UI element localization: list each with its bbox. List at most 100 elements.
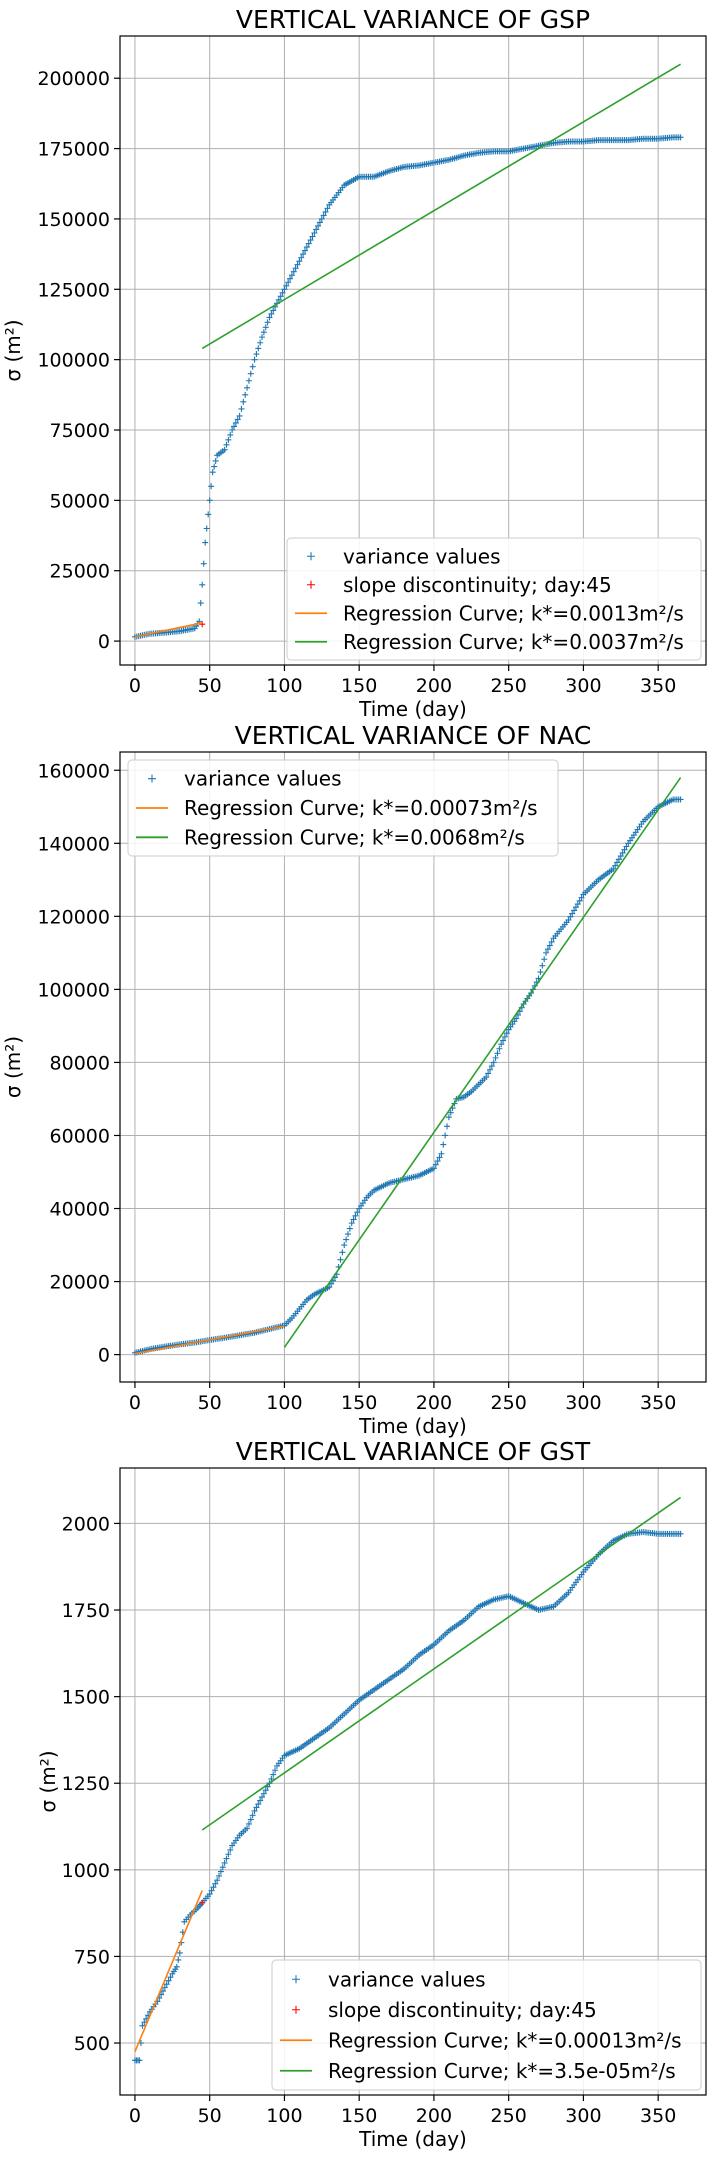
plot-frame bbox=[119, 35, 707, 666]
x-tick-label: 350 bbox=[640, 2105, 676, 2127]
data-point bbox=[567, 913, 574, 920]
data-point bbox=[494, 1050, 501, 1057]
legend: variance values Regression Curve; k*=0.00… bbox=[127, 759, 559, 857]
data-point bbox=[227, 1846, 234, 1853]
x-tick-label: 100 bbox=[266, 1392, 302, 1414]
x-tick-label: 0 bbox=[129, 2105, 141, 2127]
series-scatter-1 bbox=[131, 1529, 684, 2064]
data-point bbox=[268, 310, 275, 317]
data-point bbox=[272, 1767, 279, 1774]
x-tick-label: 250 bbox=[491, 1392, 527, 1414]
y-tick-label: 1500 bbox=[62, 1687, 110, 1709]
data-point bbox=[318, 215, 325, 222]
x-tick-label: 0 bbox=[129, 1392, 141, 1414]
data-point bbox=[199, 581, 206, 588]
x-tick-label: 350 bbox=[640, 675, 676, 697]
data-point bbox=[199, 1899, 206, 1906]
data-point bbox=[677, 796, 684, 803]
data-point bbox=[234, 416, 241, 423]
data-point bbox=[165, 1977, 172, 1984]
data-point bbox=[513, 1015, 520, 1022]
x-tick-label: 300 bbox=[565, 1392, 601, 1414]
data-point bbox=[221, 1859, 228, 1866]
series-scatter-1 bbox=[131, 134, 684, 640]
x-tick-label: 200 bbox=[416, 1392, 452, 1414]
data-point bbox=[219, 1864, 226, 1871]
chart-panel-3: 0 50 100 150 200 250 300 350 500 750 1000 1250 1500 1… bbox=[36, 1437, 707, 2151]
chart-title: VERTICAL VARIANCE OF GSP bbox=[236, 5, 590, 34]
y-tick-label: 0 bbox=[98, 1345, 110, 1367]
data-point bbox=[247, 1816, 254, 1823]
data-point bbox=[543, 949, 550, 956]
y-axis-label: σ (m²) bbox=[1, 1036, 25, 1098]
data-point bbox=[346, 1225, 353, 1232]
data-point bbox=[223, 1855, 230, 1862]
y-tick-label: 125000 bbox=[37, 279, 110, 301]
series-scatter-2 bbox=[199, 1899, 206, 1906]
data-point bbox=[294, 261, 301, 268]
y-tick-label: 0 bbox=[98, 631, 110, 653]
data-point bbox=[257, 1797, 264, 1804]
data-point bbox=[206, 1891, 213, 1898]
data-point bbox=[214, 1877, 221, 1884]
x-tick-label: 200 bbox=[416, 675, 452, 697]
data-point bbox=[337, 1256, 344, 1263]
data-point bbox=[227, 431, 234, 438]
legend-marker-swatch bbox=[307, 552, 315, 561]
data-point bbox=[229, 427, 236, 434]
series-line-4 bbox=[201, 1496, 682, 1831]
data-point bbox=[217, 1868, 224, 1875]
legend-entry: Regression Curve; k*=0.00013m²/s bbox=[328, 2028, 682, 2052]
y-tick-label: 120000 bbox=[37, 906, 110, 928]
data-point bbox=[537, 969, 544, 976]
data-point bbox=[240, 398, 247, 405]
legend-marker-swatch bbox=[292, 2005, 300, 2014]
data-point bbox=[236, 412, 243, 419]
data-point bbox=[619, 849, 626, 856]
y-tick-label: 1250 bbox=[62, 1773, 110, 1795]
data-point bbox=[485, 1070, 492, 1077]
data-point bbox=[197, 600, 204, 607]
data-point bbox=[298, 254, 305, 261]
y-tick-label: 100000 bbox=[37, 979, 110, 1001]
data-point bbox=[264, 319, 271, 326]
data-point bbox=[496, 1045, 503, 1052]
data-point bbox=[307, 237, 314, 244]
data-point bbox=[432, 1161, 439, 1168]
data-point bbox=[266, 314, 273, 321]
data-point bbox=[253, 351, 260, 358]
y-axis-label: σ (m²) bbox=[1, 319, 25, 381]
y-tick-label: 100000 bbox=[37, 350, 110, 372]
data-point bbox=[576, 897, 583, 904]
data-point bbox=[225, 436, 232, 443]
data-point bbox=[320, 212, 327, 219]
data-point bbox=[434, 1158, 441, 1165]
data-point bbox=[163, 1981, 170, 1988]
x-axis-label: Time (day) bbox=[358, 697, 467, 721]
legend-entry: Regression Curve; k*=0.0037m²/s bbox=[343, 630, 684, 654]
data-point bbox=[498, 1041, 505, 1048]
data-point bbox=[251, 356, 258, 363]
legend-entry: Regression Curve; k*=0.00073m²/s bbox=[184, 796, 538, 820]
legend-frame bbox=[271, 1959, 702, 2091]
x-tick-label: 150 bbox=[341, 675, 377, 697]
data-point bbox=[539, 962, 546, 969]
data-point bbox=[492, 1054, 499, 1061]
y-tick-label: 20000 bbox=[50, 1272, 110, 1294]
data-point bbox=[287, 275, 294, 282]
y-tick-label: 175000 bbox=[37, 139, 110, 161]
legend-marker-swatch bbox=[148, 774, 156, 783]
data-point bbox=[249, 363, 256, 370]
data-point bbox=[617, 853, 624, 860]
data-point bbox=[245, 377, 252, 384]
legend-marker-swatch bbox=[292, 1975, 300, 1984]
data-point bbox=[544, 946, 551, 953]
data-point bbox=[210, 1884, 217, 1891]
data-point bbox=[281, 286, 288, 293]
legend-marker-swatch bbox=[307, 580, 315, 589]
data-point bbox=[578, 894, 585, 901]
legend: variance values slope discontinuity; day:… bbox=[271, 1959, 702, 2091]
chart-panel-1: 0 50 100 150 200 250 300 350 0 25000 50000 75000 100… bbox=[1, 5, 707, 721]
data-point bbox=[565, 917, 572, 923]
